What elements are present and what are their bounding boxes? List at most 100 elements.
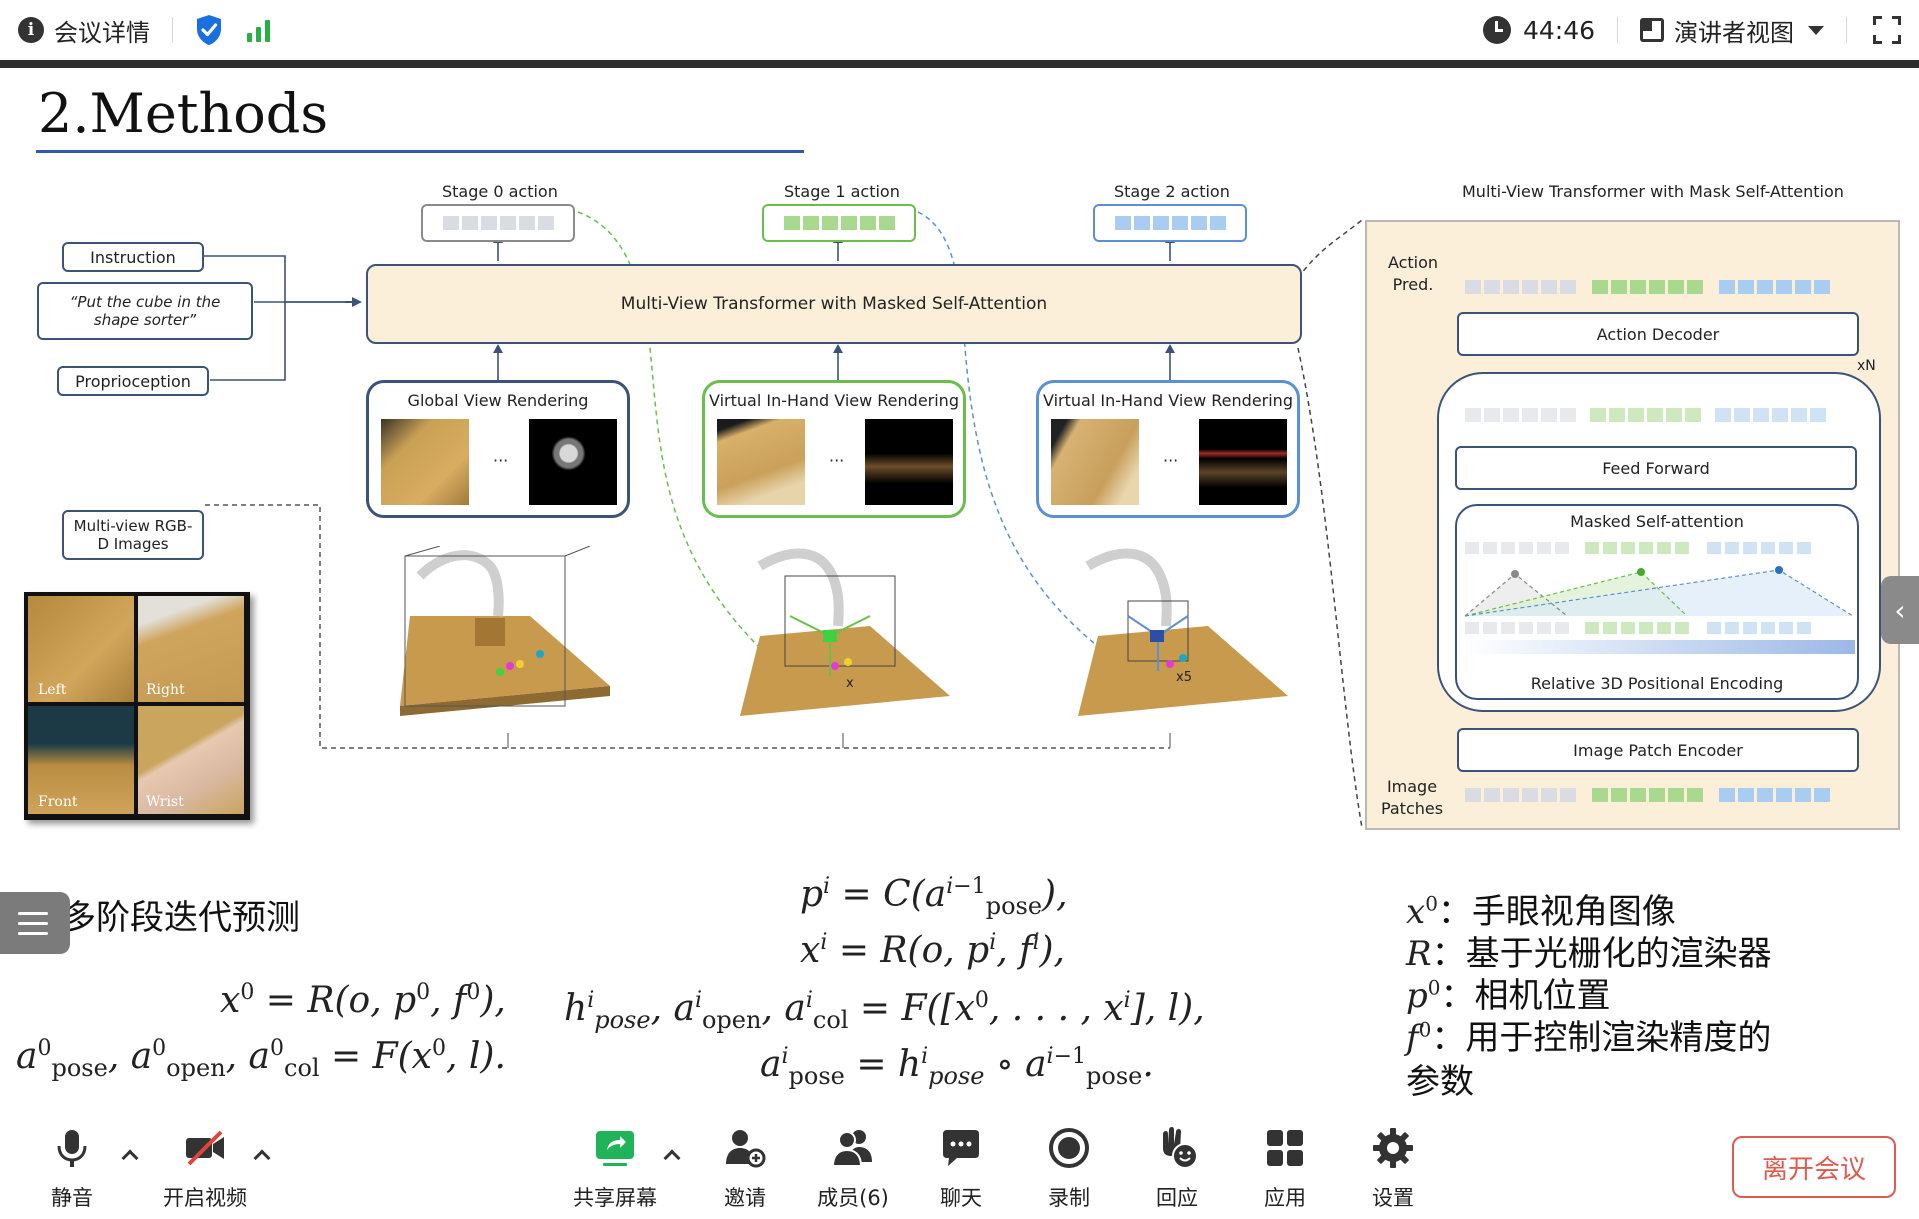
repeat-xn-label: xN [1857, 358, 1876, 374]
camera-view-front: Front [28, 706, 134, 814]
legend-line-4: f0：用于控制渲染精度的 [1406, 1017, 1772, 1058]
apps-button[interactable]: 应用 [1230, 1126, 1340, 1212]
meeting-info-button[interactable]: i 会议详情 [18, 13, 150, 48]
chat-icon [943, 1130, 979, 1166]
video-label: 开启视频 [163, 1186, 247, 1210]
view-label: Wrist [146, 794, 184, 810]
apps-label: 应用 [1264, 1186, 1306, 1210]
annotation-menu-button[interactable] [0, 892, 70, 954]
formula-x0: x0 = R(o, p0, f0), [220, 980, 506, 1021]
formula-ai: aipose = hipose ∘ ai−1pose. [760, 1044, 1154, 1091]
shared-screen-border [0, 60, 1919, 68]
invite-button[interactable]: 邀请 [690, 1126, 800, 1212]
stage1-label: Stage 1 action [784, 182, 900, 201]
record-icon [1049, 1128, 1089, 1168]
formula-pi: pi = C(ai−1pose), [800, 874, 1068, 921]
camera-views-grid: Left Right Front Wrist [24, 592, 250, 820]
stage1-point-cloud-scene [740, 548, 950, 716]
camera-view-right: Right [138, 596, 244, 702]
gear-icon [1373, 1128, 1413, 1168]
camera-view-wrist: Wrist [138, 706, 244, 814]
image-patch-encoder-box: Image Patch Encoder [1457, 728, 1859, 772]
proprioception-box: Proprioception [57, 366, 209, 396]
view-mode-label: 演讲者视图 [1674, 18, 1794, 47]
mute-button[interactable]: 静音 [17, 1126, 127, 1212]
ellipsis: ··· [1163, 451, 1179, 470]
chevron-down-icon [1808, 25, 1824, 35]
global-view-rendering-panel: Global View Rendering ··· [366, 380, 630, 518]
view-label: Front [38, 794, 78, 810]
stage1-action-tokens [762, 204, 916, 242]
chat-button[interactable]: 聊天 [906, 1126, 1016, 1212]
feed-forward-box: Feed Forward [1455, 446, 1857, 490]
meeting-topbar: i 会议详情 44:46 演讲者视图 [0, 0, 1919, 60]
record-button[interactable]: 录制 [1014, 1126, 1124, 1212]
leave-meeting-button[interactable]: 离开会议 [1732, 1136, 1896, 1198]
positional-encoding-label: Relative 3D Positional Encoding [1530, 674, 1784, 693]
virtual-in-hand-rendering-label: Virtual In-Hand View Rendering [709, 391, 959, 410]
settings-button[interactable]: 设置 [1338, 1126, 1448, 1212]
virtual-in-hand-rendering-label: Virtual In-Hand View Rendering [1043, 391, 1293, 410]
masked-self-attention-block: Masked Self-attention [1455, 504, 1859, 700]
formula-hi: hipose, aiopen, aicol = F([x0, . . . , x… [564, 988, 1205, 1035]
virtual-in-hand-rendering-panel-stage1: Virtual In-Hand View Rendering ··· [702, 380, 966, 518]
render-thumbnail [1051, 419, 1139, 505]
apps-grid-icon [1267, 1130, 1303, 1166]
view-label: Left [38, 682, 67, 698]
security-shield-icon[interactable] [195, 14, 223, 46]
members-button[interactable]: 成员(6) [798, 1126, 908, 1212]
stage2-point-cloud-scene [1078, 548, 1288, 716]
action-pred-label: Action Pred. [1387, 253, 1439, 294]
legend-line-3: p0：相机位置 [1406, 975, 1611, 1016]
shared-slide: 2.Methods [0, 68, 1919, 1110]
info-icon: i [18, 17, 44, 43]
zoom-x5-marker: x5 [1176, 670, 1192, 685]
speaker-view-icon [1640, 18, 1664, 42]
meeting-toolbar: 静音 开启视频 共享屏幕 邀请 [0, 1110, 1919, 1219]
divider [1846, 17, 1847, 43]
method-figure: Stage 0 action Stage 1 action Stage 2 ac… [0, 148, 1919, 918]
view-label: Right [146, 682, 185, 698]
instruction-box: Instruction [62, 242, 204, 272]
section-heading: 多阶段迭代预测 [62, 898, 300, 938]
collapse-sidebar-chevron-icon[interactable]: ‹ [1881, 576, 1919, 644]
block-tokens [1465, 408, 1826, 422]
invite-user-icon [726, 1130, 766, 1168]
render-thumbnail [381, 419, 469, 505]
stage0-label: Stage 0 action [442, 182, 558, 201]
meeting-timer: 44:46 [1522, 15, 1595, 45]
ellipsis: ··· [493, 451, 509, 470]
instruction-quote-box: “Put the cube in the shape sorter” [37, 282, 253, 340]
mute-label: 静音 [51, 1186, 93, 1210]
network-signal-icon[interactable] [247, 18, 270, 42]
render-thumbnail [529, 419, 617, 505]
microphone-icon [57, 1130, 87, 1167]
image-patch-tokens [1465, 788, 1830, 802]
reaction-hand-icon [1163, 1127, 1198, 1169]
legend-text: ：基于光栅化的渲染器 [1431, 934, 1772, 974]
stage2-label: Stage 2 action [1114, 182, 1230, 201]
formula-xi: xi = R(o, pi, fi), [800, 930, 1065, 971]
share-screen-icon [596, 1131, 634, 1166]
legend-text: ：用于控制渲染精度的 [1431, 1018, 1772, 1058]
settings-label: 设置 [1372, 1186, 1414, 1210]
start-video-button[interactable]: 开启视频 [150, 1126, 260, 1212]
meeting-title: 会议详情 [54, 18, 150, 47]
invite-label: 邀请 [724, 1186, 766, 1210]
stage0-action-tokens [421, 204, 575, 242]
video-off-icon [186, 1130, 224, 1166]
transformer-block: Feed Forward Masked Self-attention [1437, 372, 1881, 712]
fullscreen-icon[interactable] [1873, 16, 1901, 44]
share-screen-button[interactable]: 共享屏幕 [560, 1126, 670, 1212]
react-button[interactable]: 回应 [1122, 1126, 1232, 1212]
view-mode-dropdown[interactable]: 演讲者视图 [1640, 13, 1824, 48]
slide-title: 2.Methods [38, 82, 329, 145]
formula-a0: a0pose, a0open, a0col = F(x0, l). [16, 1036, 506, 1083]
ellipsis: ··· [829, 451, 845, 470]
stage2-action-tokens [1093, 204, 1247, 242]
multiview-rgbd-box: Multi-view RGB-D Images [62, 510, 204, 560]
virtual-in-hand-rendering-panel-stage2: Virtual In-Hand View Rendering ··· [1036, 380, 1300, 518]
multi-view-transformer-box: Multi-View Transformer with Masked Self-… [366, 264, 1302, 344]
clock-icon [1482, 16, 1511, 44]
members-label: 成员(6) [817, 1186, 889, 1210]
